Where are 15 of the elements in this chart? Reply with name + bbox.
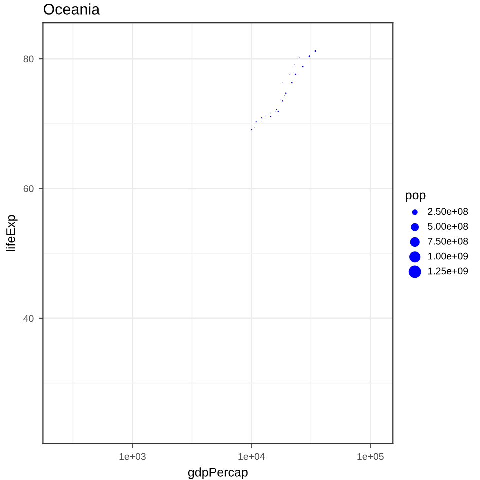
legend-title: pop xyxy=(406,192,426,202)
legend-label: 5.00e+08 xyxy=(428,223,468,230)
x-tick-label: 1e+04 xyxy=(238,453,266,460)
chart-title: Oceania xyxy=(44,4,100,15)
legend-label: 2.50e+08 xyxy=(428,208,468,216)
legend-label: 1.25e+09 xyxy=(428,268,468,275)
y-axis-title: lifeExp xyxy=(6,215,18,252)
y-tick-label: 60 xyxy=(24,186,34,192)
legend-label: 1.00e+09 xyxy=(428,252,468,260)
x-axis-title: gdpPercap xyxy=(188,468,248,480)
x-tick-label: 1e+03 xyxy=(120,453,146,460)
x-tick-label: 1e+05 xyxy=(358,453,384,460)
legend-label: 7.50e+08 xyxy=(428,238,468,245)
y-tick-label: 80 xyxy=(24,56,34,63)
y-tick-label: 40 xyxy=(24,315,34,322)
